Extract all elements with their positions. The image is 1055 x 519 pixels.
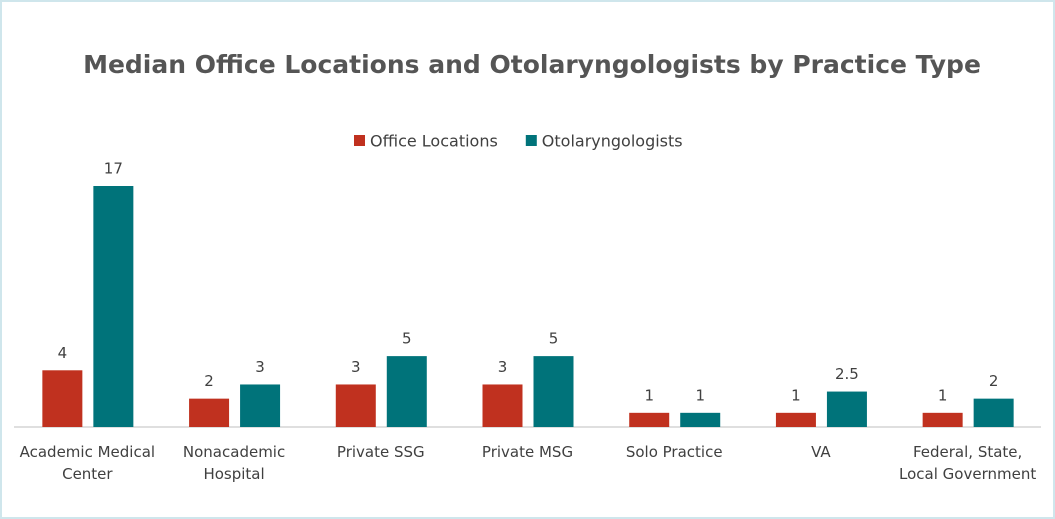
data-label: 2 — [989, 372, 999, 390]
bar — [629, 412, 670, 427]
bar — [93, 186, 134, 427]
bar — [42, 370, 83, 427]
bar — [335, 384, 376, 427]
x-tick-label: Private MSG — [481, 443, 574, 461]
x-tick-label: Federal, State, Local Government — [899, 443, 1037, 483]
x-tick-label: Academic Medical Center — [19, 443, 156, 483]
data-label: 3 — [351, 358, 361, 376]
legend-label: Otolaryngologists — [542, 132, 683, 151]
bar — [386, 356, 427, 427]
bar — [973, 398, 1014, 427]
data-label: 2.5 — [835, 365, 859, 383]
bar — [922, 412, 963, 427]
x-tick-label: VA — [811, 443, 831, 461]
data-label: 1 — [695, 386, 705, 404]
data-label: 5 — [402, 330, 412, 348]
x-tick-label: Solo Practice — [625, 443, 723, 461]
bar — [240, 384, 281, 427]
x-tick-label: Private SSG — [336, 443, 425, 461]
chart-title: Median Office Locations and Otolaryngolo… — [83, 50, 981, 79]
data-label: 5 — [549, 330, 559, 348]
data-label: 1 — [791, 386, 801, 404]
bar — [189, 398, 230, 427]
bar — [533, 356, 574, 427]
data-label: 4 — [58, 344, 68, 362]
legend-swatch — [525, 135, 537, 146]
bar — [482, 384, 523, 427]
data-label: 3 — [255, 358, 265, 376]
data-label: 1 — [938, 386, 948, 404]
data-label: 2 — [204, 372, 214, 390]
legend-swatch — [354, 135, 365, 146]
bar — [826, 391, 867, 427]
data-label: 1 — [644, 386, 654, 404]
data-label: 3 — [498, 358, 508, 376]
legend-label: Office Locations — [370, 132, 498, 151]
bar — [775, 412, 816, 427]
x-tick-label: Nonacademic Hospital — [182, 443, 286, 483]
data-label: 17 — [104, 160, 123, 178]
bar — [680, 412, 721, 427]
